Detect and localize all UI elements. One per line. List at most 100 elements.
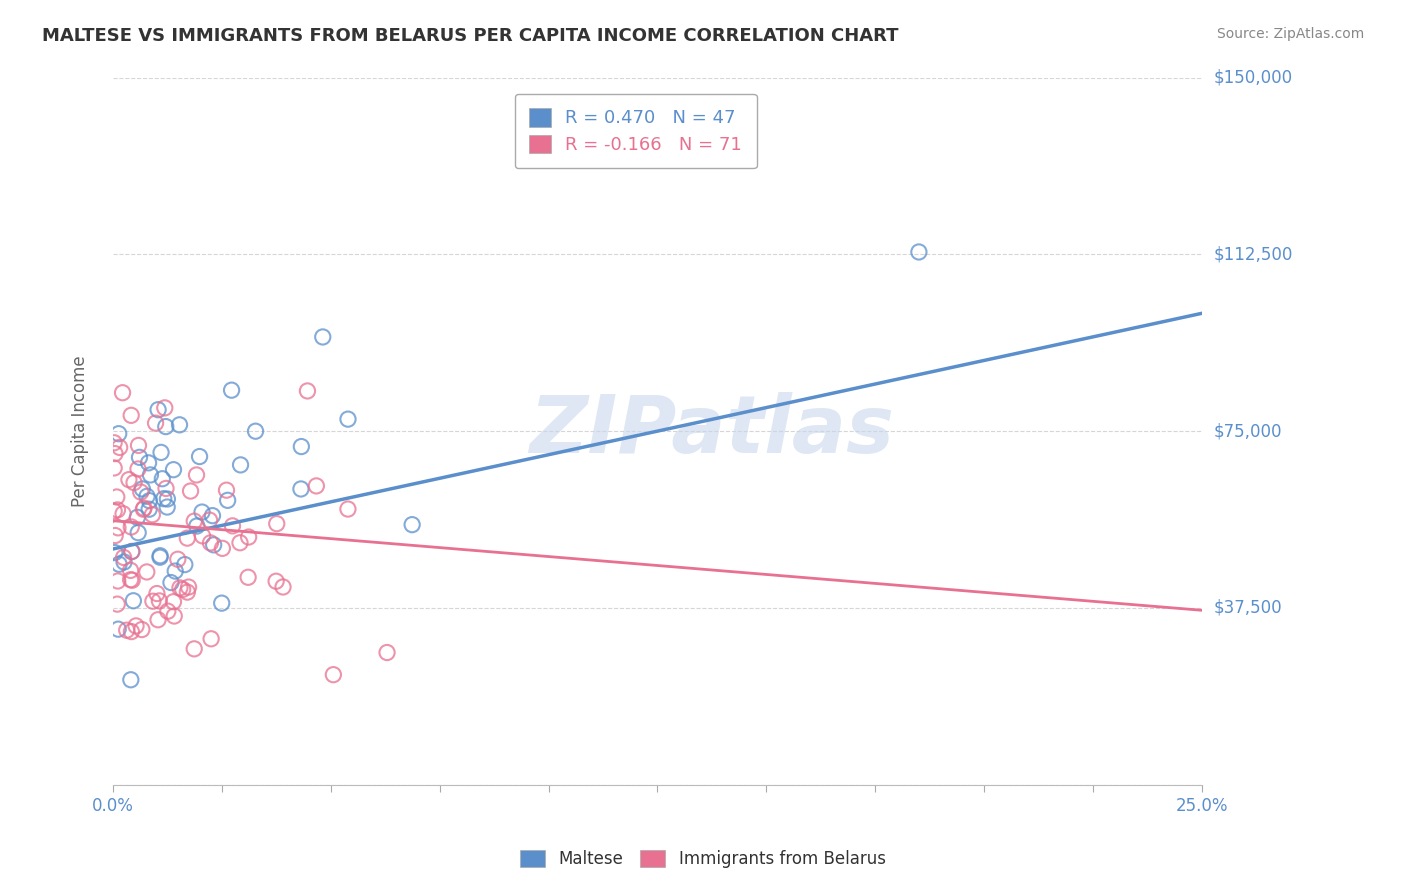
Point bbox=[198, 513, 221, 527]
Point bbox=[146, 613, 169, 627]
Point bbox=[149, 550, 172, 565]
Point bbox=[290, 440, 312, 454]
Point bbox=[153, 401, 176, 415]
Point bbox=[305, 479, 328, 493]
Text: $75,000: $75,000 bbox=[1213, 422, 1282, 440]
Point bbox=[211, 541, 233, 556]
Point bbox=[108, 558, 131, 572]
Point bbox=[176, 585, 198, 599]
Point bbox=[312, 330, 335, 344]
Point bbox=[215, 483, 238, 498]
Point bbox=[120, 673, 142, 687]
Point bbox=[107, 622, 129, 636]
Point bbox=[200, 536, 222, 550]
Point bbox=[202, 538, 225, 552]
Legend: R = 0.470   N = 47, R = -0.166   N = 71: R = 0.470 N = 47, R = -0.166 N = 71 bbox=[515, 94, 756, 169]
Point bbox=[183, 641, 205, 656]
Text: $150,000: $150,000 bbox=[1213, 69, 1292, 87]
Point bbox=[129, 485, 152, 500]
Point bbox=[112, 555, 135, 569]
Point bbox=[138, 502, 160, 516]
Point bbox=[107, 426, 129, 441]
Point bbox=[138, 456, 160, 470]
Point bbox=[127, 510, 149, 524]
Point bbox=[125, 619, 148, 633]
Point bbox=[150, 445, 173, 459]
Y-axis label: Per Capita Income: Per Capita Income bbox=[72, 355, 89, 507]
Point bbox=[108, 441, 131, 455]
Point bbox=[107, 521, 129, 535]
Point bbox=[177, 580, 200, 594]
Point bbox=[401, 517, 423, 532]
Point bbox=[160, 575, 183, 590]
Point bbox=[115, 624, 138, 638]
Point bbox=[131, 623, 153, 637]
Point bbox=[211, 596, 233, 610]
Point bbox=[221, 519, 243, 533]
Legend: Maltese, Immigrants from Belarus: Maltese, Immigrants from Belarus bbox=[513, 843, 893, 875]
Point bbox=[104, 528, 127, 542]
Point bbox=[191, 529, 214, 543]
Point bbox=[122, 593, 145, 607]
Point bbox=[112, 550, 135, 565]
Point bbox=[132, 501, 155, 516]
Point bbox=[162, 463, 184, 477]
Point bbox=[107, 574, 129, 588]
Point bbox=[149, 549, 172, 563]
Point bbox=[166, 552, 188, 566]
Point bbox=[290, 482, 312, 496]
Point bbox=[152, 491, 174, 506]
Point bbox=[229, 535, 252, 549]
Point bbox=[131, 482, 153, 496]
Point bbox=[186, 519, 208, 533]
Point bbox=[103, 435, 125, 450]
Point bbox=[375, 646, 398, 660]
Point bbox=[150, 472, 173, 486]
Point bbox=[104, 447, 127, 461]
Point bbox=[217, 493, 239, 508]
Text: Source: ZipAtlas.com: Source: ZipAtlas.com bbox=[1216, 27, 1364, 41]
Point bbox=[172, 582, 194, 597]
Point bbox=[104, 545, 127, 559]
Point bbox=[155, 482, 177, 496]
Point bbox=[146, 402, 169, 417]
Point bbox=[169, 581, 191, 595]
Point bbox=[183, 514, 205, 528]
Point bbox=[105, 490, 128, 504]
Point bbox=[188, 450, 211, 464]
Point bbox=[221, 383, 243, 397]
Point bbox=[229, 458, 252, 472]
Point bbox=[162, 595, 184, 609]
Text: MALTESE VS IMMIGRANTS FROM BELARUS PER CAPITA INCOME CORRELATION CHART: MALTESE VS IMMIGRANTS FROM BELARUS PER C… bbox=[42, 27, 898, 45]
Point bbox=[173, 558, 195, 572]
Point bbox=[120, 624, 142, 639]
Point bbox=[186, 467, 208, 482]
Text: ZIPatlas: ZIPatlas bbox=[530, 392, 894, 470]
Point bbox=[127, 462, 149, 476]
Point bbox=[121, 544, 143, 558]
Text: $37,500: $37,500 bbox=[1213, 599, 1282, 617]
Point bbox=[112, 507, 135, 521]
Point bbox=[271, 580, 294, 594]
Point bbox=[163, 609, 186, 624]
Point bbox=[156, 491, 179, 506]
Point bbox=[120, 520, 142, 534]
Point bbox=[111, 385, 134, 400]
Point bbox=[200, 632, 222, 646]
Point bbox=[322, 667, 344, 681]
Point bbox=[128, 438, 150, 452]
Point bbox=[148, 594, 170, 608]
Point bbox=[245, 424, 267, 438]
Point bbox=[169, 417, 191, 432]
Point bbox=[139, 467, 162, 482]
Text: $112,500: $112,500 bbox=[1213, 245, 1292, 263]
Point bbox=[121, 573, 143, 587]
Point bbox=[103, 504, 125, 518]
Point bbox=[146, 586, 169, 600]
Point bbox=[132, 502, 155, 516]
Point bbox=[156, 500, 179, 514]
Point bbox=[142, 594, 165, 608]
Point bbox=[138, 493, 160, 508]
Point bbox=[176, 531, 198, 545]
Point bbox=[120, 573, 142, 587]
